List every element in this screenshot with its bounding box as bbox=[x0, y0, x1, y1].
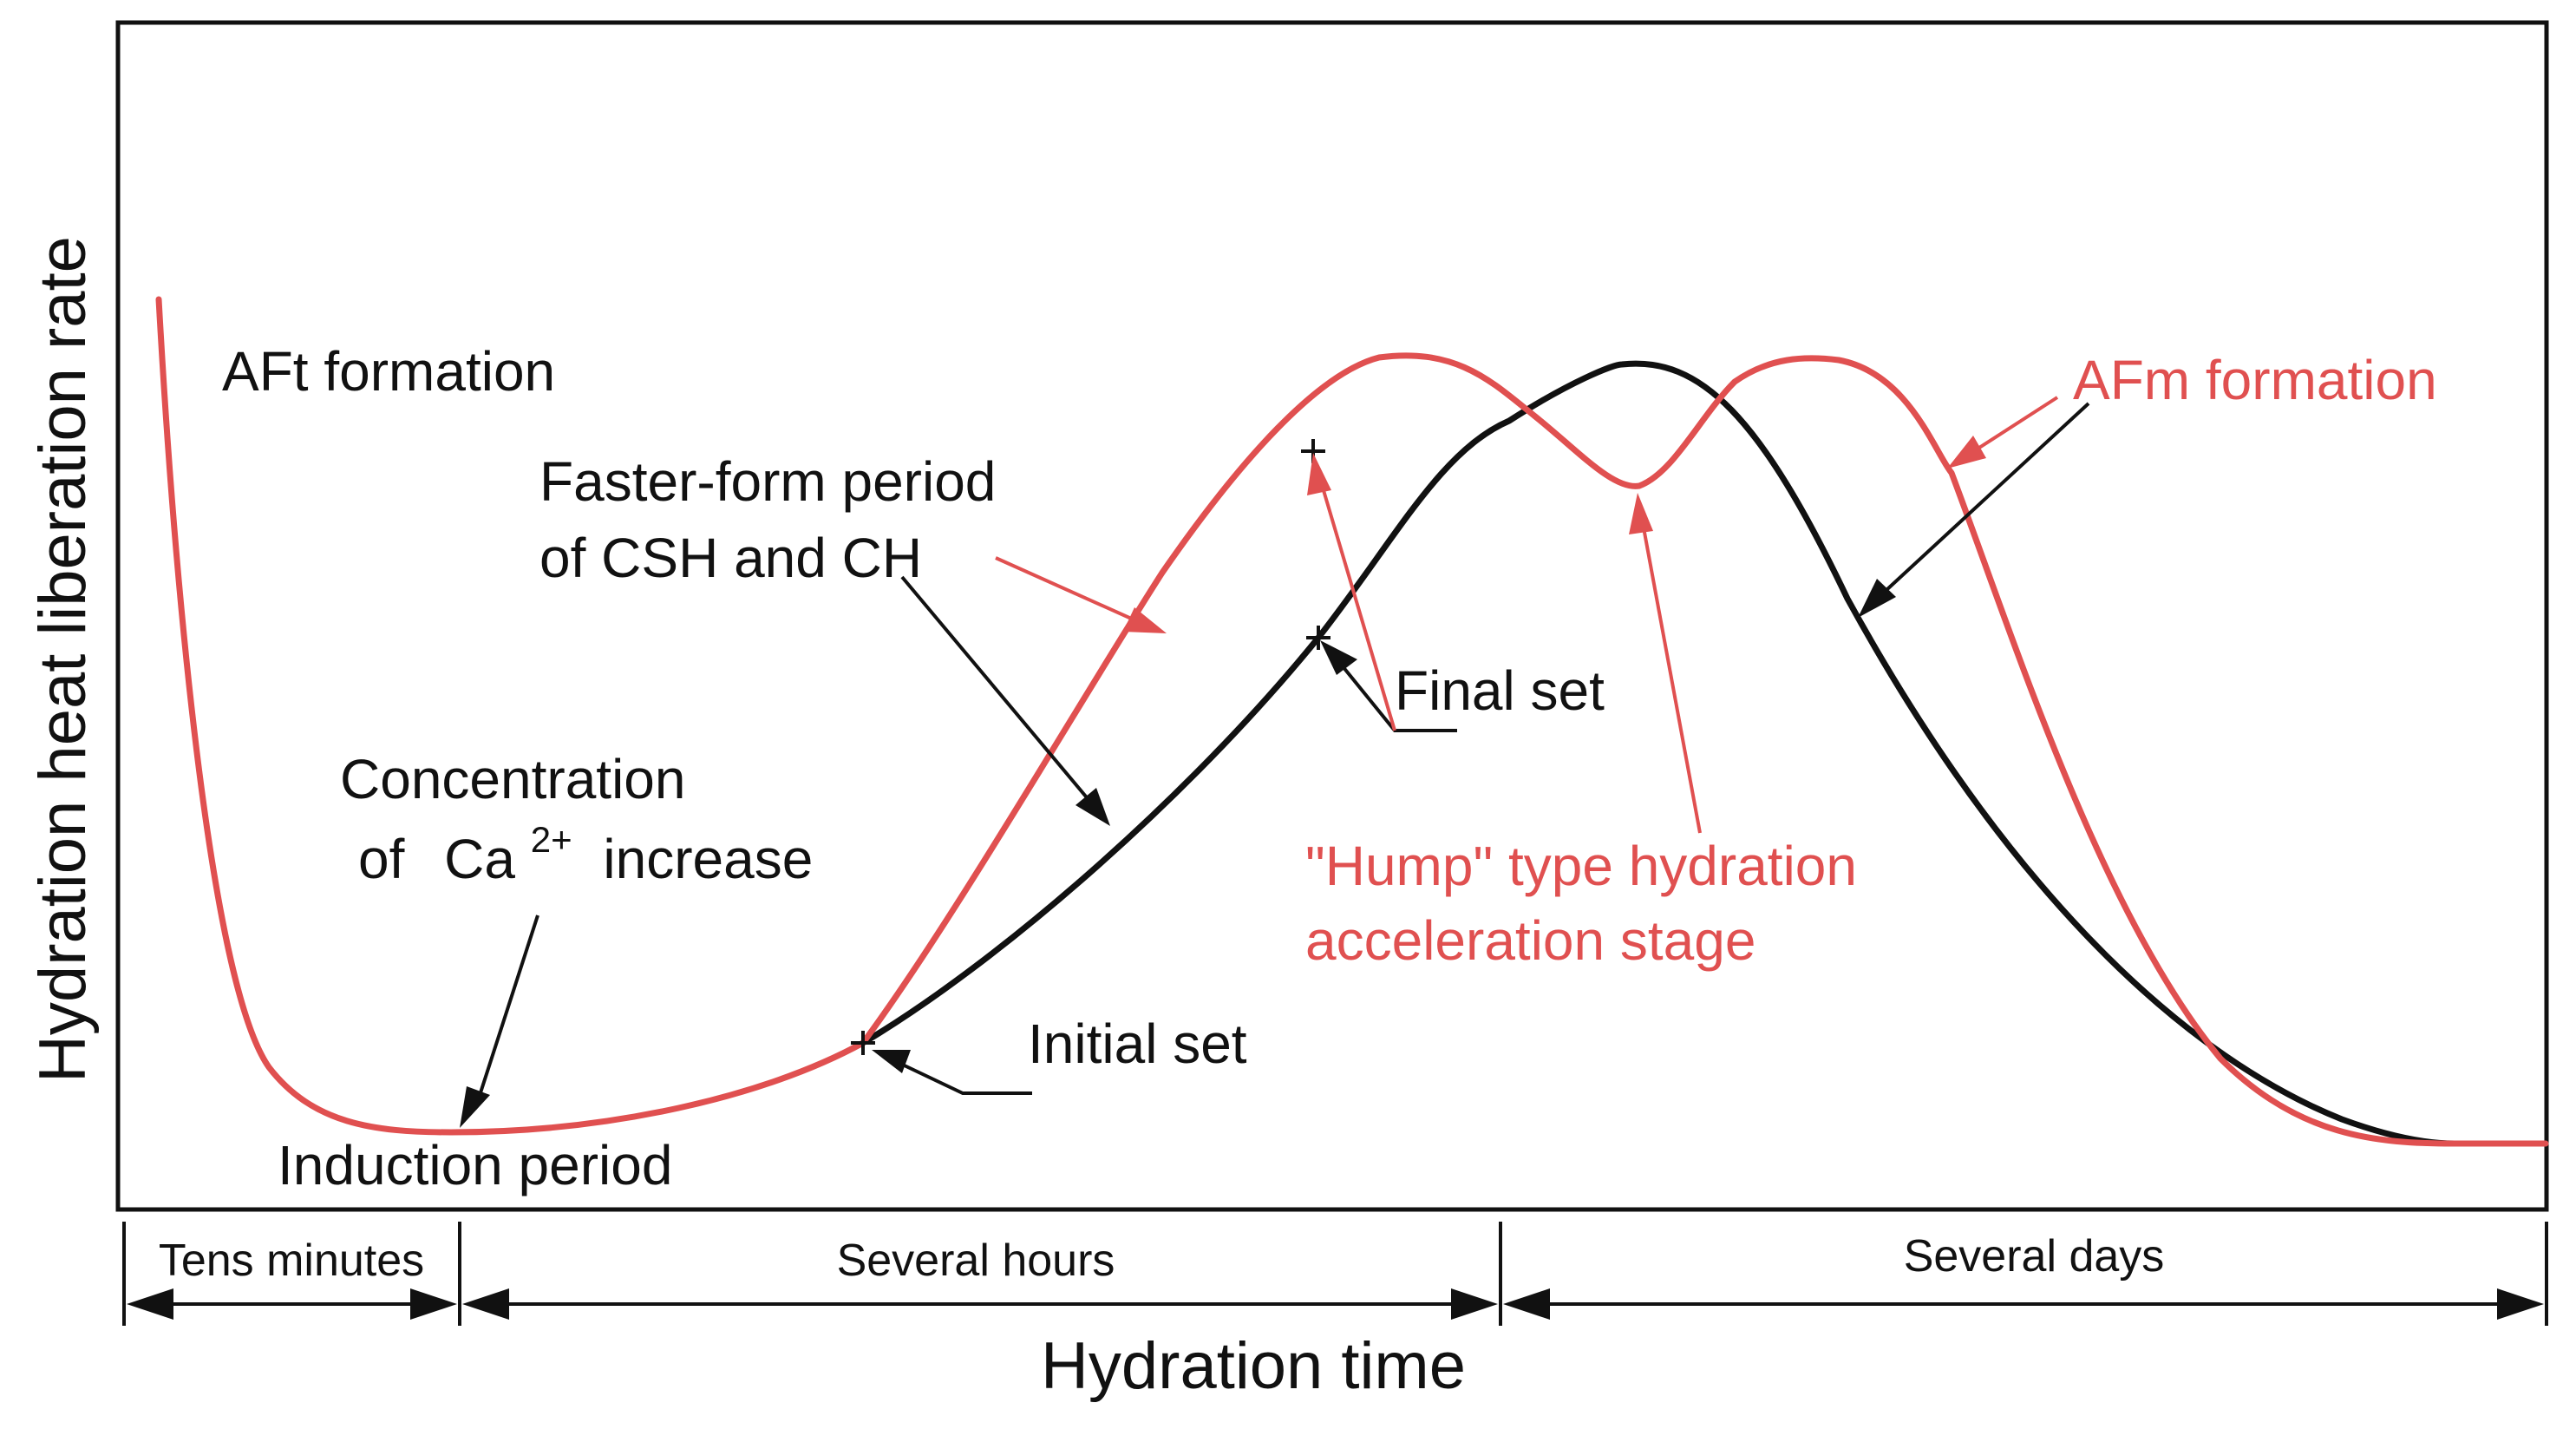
hump-arrow bbox=[1629, 493, 1702, 834]
time-scale bbox=[122, 1222, 2548, 1326]
concentration-label-line1: Concentration bbox=[340, 748, 685, 810]
initial-set-arrow bbox=[872, 1050, 1032, 1095]
time-scale-arrowheads bbox=[127, 1288, 2544, 1320]
induction-period-label: Induction period bbox=[278, 1134, 672, 1196]
initial-set-marker bbox=[851, 1031, 875, 1055]
conc-prefix: of bbox=[358, 828, 405, 890]
final-set-label: Final set bbox=[1395, 659, 1605, 722]
faster-form-label-line2: of CSH and CH bbox=[539, 527, 922, 589]
induction-arrow bbox=[460, 914, 539, 1128]
final-set-arrows bbox=[1307, 453, 1457, 732]
conc-ion: Ca bbox=[444, 828, 515, 890]
concentration-label-line2: of Ca 2+ increase bbox=[358, 802, 813, 890]
final-set-marker-black bbox=[1306, 626, 1330, 650]
hump-label-line2: acceleration stage bbox=[1305, 909, 1755, 972]
afm-formation-label: AFm formation bbox=[2073, 349, 2437, 411]
period-tens-minutes: Tens minutes bbox=[159, 1236, 424, 1286]
conc-suffix: increase bbox=[603, 828, 813, 890]
y-axis-title: Hydration heat liberation rate bbox=[26, 236, 100, 1083]
conc-charge: 2+ bbox=[531, 819, 572, 860]
x-axis-title: Hydration time bbox=[1041, 1329, 1466, 1403]
period-several-days: Several days bbox=[1904, 1231, 2165, 1282]
red-hydration-curve bbox=[155, 296, 2549, 1147]
faster-form-label-line1: Faster-form period bbox=[539, 450, 996, 513]
hump-label-line1: "Hump" type hydration bbox=[1305, 835, 1857, 897]
plot-frame bbox=[115, 20, 2549, 1212]
initial-set-label: Initial set bbox=[1028, 1013, 1247, 1075]
afm-arrows bbox=[1858, 396, 2090, 618]
faster-form-black-arrow bbox=[900, 575, 1110, 826]
faster-form-red-arrow bbox=[995, 556, 1167, 633]
aft-formation-label: AFt formation bbox=[222, 340, 555, 403]
period-several-hours: Several hours bbox=[837, 1236, 1115, 1286]
black-hydration-curve bbox=[860, 360, 2549, 1147]
